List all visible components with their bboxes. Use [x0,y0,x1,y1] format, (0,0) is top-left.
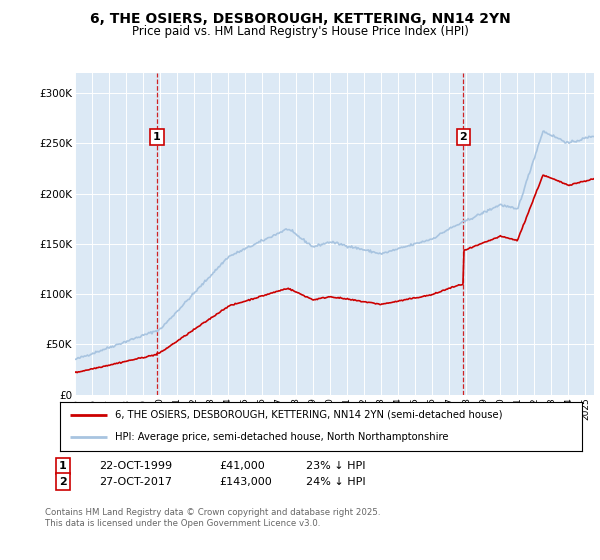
Text: 22-OCT-1999: 22-OCT-1999 [99,461,172,471]
Text: 2: 2 [59,477,67,487]
Text: £143,000: £143,000 [219,477,272,487]
Text: 1: 1 [153,132,161,142]
Text: £41,000: £41,000 [219,461,265,471]
Text: 23% ↓ HPI: 23% ↓ HPI [306,461,365,471]
Text: 27-OCT-2017: 27-OCT-2017 [99,477,172,487]
Text: 6, THE OSIERS, DESBOROUGH, KETTERING, NN14 2YN: 6, THE OSIERS, DESBOROUGH, KETTERING, NN… [89,12,511,26]
Text: HPI: Average price, semi-detached house, North Northamptonshire: HPI: Average price, semi-detached house,… [115,432,448,442]
Text: 6, THE OSIERS, DESBOROUGH, KETTERING, NN14 2YN (semi-detached house): 6, THE OSIERS, DESBOROUGH, KETTERING, NN… [115,410,502,420]
Text: 1: 1 [59,461,67,471]
Text: 24% ↓ HPI: 24% ↓ HPI [306,477,365,487]
Text: Contains HM Land Registry data © Crown copyright and database right 2025.
This d: Contains HM Land Registry data © Crown c… [45,508,380,528]
Text: 2: 2 [460,132,467,142]
Text: Price paid vs. HM Land Registry's House Price Index (HPI): Price paid vs. HM Land Registry's House … [131,25,469,38]
